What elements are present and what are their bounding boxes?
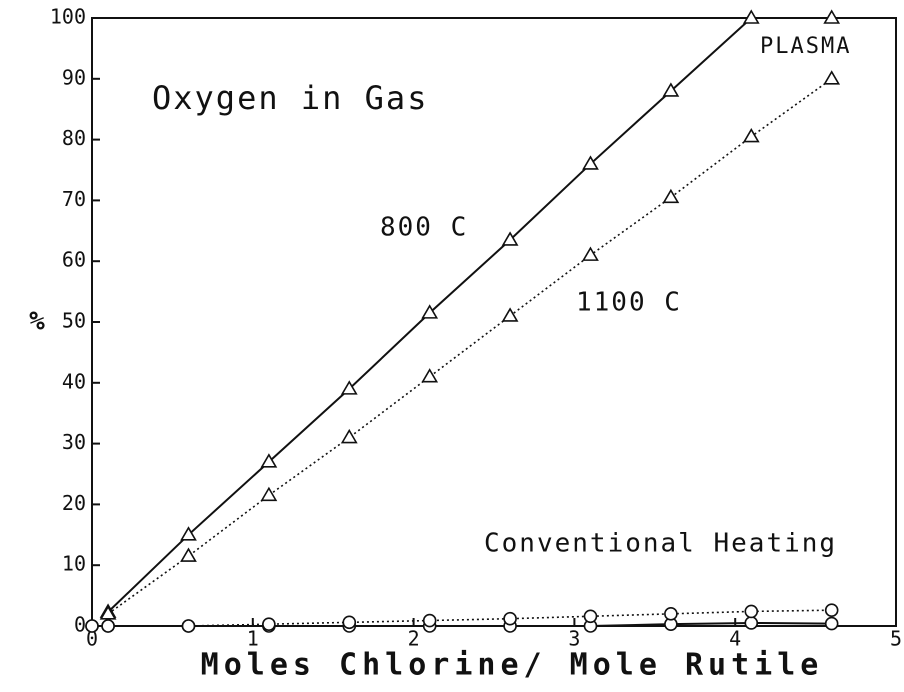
marker (180, 547, 197, 562)
marker (501, 231, 519, 246)
marker (582, 246, 599, 261)
marker (503, 611, 517, 626)
x-tick-label: 4 (729, 627, 741, 651)
x-tick-label: 2 (408, 627, 420, 651)
x-axis-label: Moles Chlorine/ Mole Rutile (201, 648, 824, 683)
marker (260, 486, 278, 502)
y-tick-label: 20 (62, 491, 86, 515)
x-tick-label: 3 (568, 627, 580, 651)
marker (824, 616, 839, 631)
y-tick-label: 100 (50, 5, 86, 29)
marker (421, 368, 439, 383)
marker (85, 619, 99, 633)
y-tick-label: 80 (62, 126, 86, 150)
marker (340, 428, 358, 444)
marker (744, 604, 759, 619)
marker (501, 307, 519, 322)
marker (824, 603, 839, 617)
marker (101, 619, 115, 633)
marker (583, 609, 598, 624)
x-tick-label: 0 (86, 627, 98, 651)
marker (422, 613, 437, 628)
marker (823, 70, 841, 85)
y-tick-label: 50 (62, 309, 86, 333)
y-tick-label: 90 (62, 65, 86, 89)
annotation: 1100 C (576, 288, 682, 318)
marker (662, 188, 680, 204)
y-tick-label: 30 (62, 430, 86, 454)
marker (181, 619, 196, 633)
marker (664, 607, 678, 621)
marker (742, 9, 760, 24)
marker (823, 9, 841, 24)
marker (742, 127, 760, 143)
y-tick-label: 10 (62, 552, 86, 576)
marker (180, 526, 197, 541)
annotation: Oxygen in Gas (152, 79, 428, 117)
y-tick-label: 0 (74, 613, 86, 637)
marker (662, 82, 680, 97)
x-tick-label: 5 (890, 627, 902, 651)
series-line (107, 17, 832, 613)
marker (260, 453, 278, 468)
marker (582, 155, 599, 170)
annotation: 800 C (380, 213, 468, 243)
marker (99, 605, 117, 620)
marker (342, 615, 357, 630)
y-tick-label: 40 (62, 369, 86, 393)
marker (744, 616, 759, 630)
marker (421, 304, 439, 319)
y-axis-label: % (29, 307, 47, 337)
series-line (107, 78, 833, 615)
annotation: PLASMA (760, 34, 851, 59)
y-tick-label: 70 (62, 187, 86, 211)
marker (340, 380, 358, 395)
series-line (92, 609, 832, 627)
y-tick-label: 60 (62, 248, 86, 272)
marker (262, 617, 276, 631)
annotation: Conventional Heating (484, 529, 837, 559)
x-tick-label: 1 (247, 627, 259, 651)
